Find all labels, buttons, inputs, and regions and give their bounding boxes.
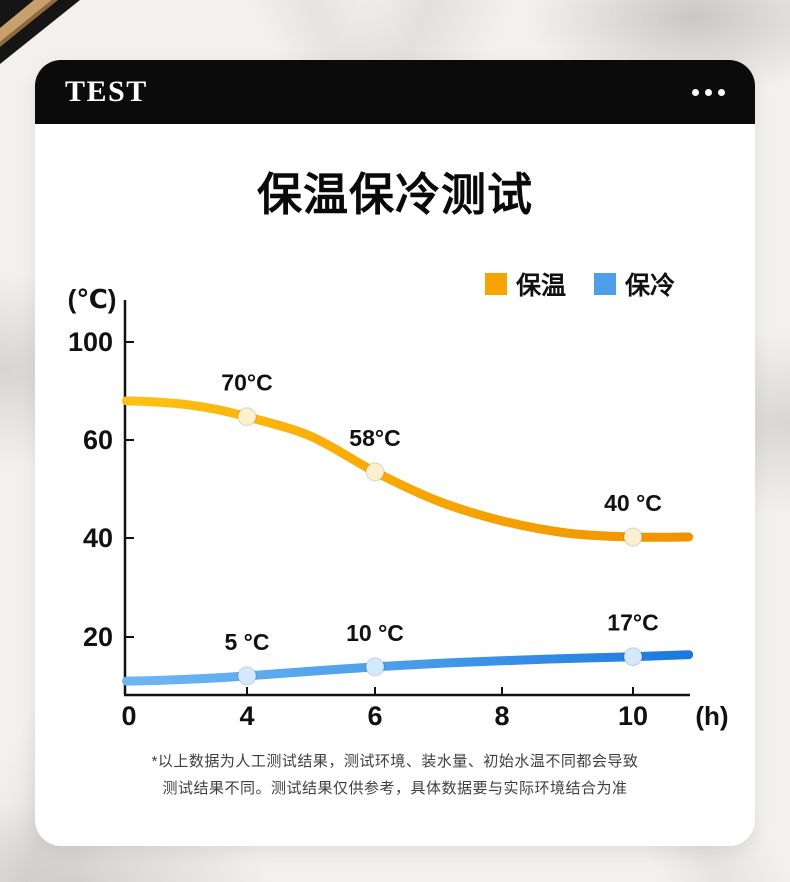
heat-point-marker (365, 462, 385, 482)
card-header: TEST (35, 60, 755, 124)
point-label: 5 °C (225, 629, 270, 655)
chart-title: 保温保冷测试 (256, 169, 533, 220)
legend-item-cold: 保冷 (593, 266, 675, 302)
menu-dot (705, 88, 712, 96)
cold-retention-line (122, 650, 694, 686)
heat-point-marker (237, 406, 257, 427)
heat-point-marker (623, 527, 643, 547)
y-tick-label: 20 (83, 622, 113, 652)
chart-legend: 保温 保冷 (484, 266, 675, 302)
menu-dot (718, 88, 725, 96)
x-tick-label: 4 (239, 701, 254, 731)
cold-point-marker (623, 646, 643, 667)
point-label: 70°C (221, 370, 272, 396)
y-tick-label: 40 (83, 523, 113, 553)
x-tick-label: 0 (121, 701, 136, 731)
legend-label-cold: 保冷 (624, 272, 675, 300)
x-tick-label: 6 (367, 701, 382, 731)
x-axis-unit-label: (h) (695, 701, 728, 731)
temperature-line-chart: 0 4 6 8 10 20 40 60 100 (℃) (h) 70°C 58°C 40 °C 5 °C 10… (68, 284, 729, 731)
more-options-icon[interactable] (692, 88, 725, 96)
footnote: *以上数据为人工测试结果，测试环境、装水量、初始水温不同都会导致 测试结果不同。… (35, 748, 755, 802)
legend-item-heat: 保温 (484, 266, 566, 302)
x-tick-label: 8 (494, 701, 509, 731)
footnote-line-1: *以上数据为人工测试结果，测试环境、装水量、初始水温不同都会导致 (151, 753, 639, 770)
corner-gold-line (0, 0, 58, 47)
heat-retention-line (122, 396, 694, 542)
point-label: 58°C (349, 425, 400, 451)
point-label: 17°C (607, 610, 658, 636)
cold-point-marker (365, 657, 385, 677)
y-axis-unit-label: (℃) (68, 284, 117, 314)
y-tick-label: 60 (83, 425, 113, 455)
legend-swatch-heat (484, 273, 507, 295)
point-label: 40 °C (604, 490, 662, 516)
legend-swatch-cold (593, 273, 616, 295)
point-label: 10 °C (346, 620, 404, 646)
cold-point-marker (237, 666, 257, 686)
footnote-line-2: 测试结果不同。测试结果仅供参考，具体数据要与实际环境结合为准 (162, 780, 628, 797)
test-card: TEST 保温保冷测试 保温 保冷 0 4 6 8 10 20 40 60 100 (℃) (h) 7… (35, 60, 755, 846)
menu-dot (692, 88, 699, 96)
header-title: TEST (65, 75, 148, 108)
y-tick-label: 100 (68, 327, 113, 357)
corner-decoration-icon (0, 0, 80, 64)
x-tick-label: 10 (618, 701, 648, 731)
legend-label-heat: 保温 (515, 272, 566, 300)
